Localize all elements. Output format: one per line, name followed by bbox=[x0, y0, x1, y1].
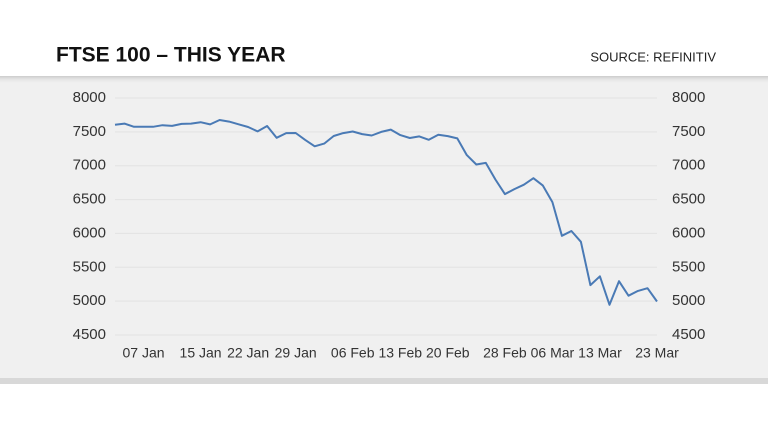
y2-tick-label: 5000 bbox=[672, 292, 705, 309]
chart-title: FTSE 100 – THIS YEAR bbox=[56, 44, 286, 67]
x-tick-label: 20 Feb bbox=[426, 345, 470, 361]
x-tick-label: 07 Jan bbox=[123, 345, 165, 361]
y2-tick-label: 6500 bbox=[672, 191, 705, 208]
panel-edge bbox=[0, 378, 768, 384]
y-tick-label: 5500 bbox=[73, 258, 106, 275]
y-tick-label: 6000 bbox=[73, 224, 106, 241]
y-tick-label: 7000 bbox=[73, 157, 106, 174]
y2-tick-label: 8000 bbox=[672, 89, 705, 106]
y2-tick-label: 4500 bbox=[672, 326, 705, 343]
y-tick-label: 5000 bbox=[73, 292, 106, 309]
x-tick-label: 13 Feb bbox=[378, 345, 422, 361]
y-tick-label: 8000 bbox=[73, 89, 106, 106]
x-tick-label: 28 Feb bbox=[483, 345, 527, 361]
x-tick-label: 22 Jan bbox=[227, 345, 269, 361]
y2-tick-label: 7500 bbox=[672, 123, 705, 140]
x-tick-label: 15 Jan bbox=[180, 345, 222, 361]
x-tick-label: 13 Mar bbox=[578, 345, 622, 361]
x-tick-label: 06 Mar bbox=[531, 345, 575, 361]
y-tick-label: 4500 bbox=[73, 326, 106, 343]
y-tick-label: 7500 bbox=[73, 123, 106, 140]
y2-tick-label: 6000 bbox=[672, 224, 705, 241]
y2-tick-label: 5500 bbox=[672, 258, 705, 275]
panel bbox=[0, 76, 768, 384]
x-tick-label: 23 Mar bbox=[635, 345, 679, 361]
panel-shadow bbox=[0, 76, 768, 84]
x-tick-label: 29 Jan bbox=[275, 345, 317, 361]
y2-tick-label: 7000 bbox=[672, 157, 705, 174]
y-tick-label: 6500 bbox=[73, 191, 106, 208]
source: SOURCE: REFINITIV bbox=[590, 49, 716, 64]
x-tick-label: 06 Feb bbox=[331, 345, 375, 361]
line-series bbox=[114, 119, 658, 306]
